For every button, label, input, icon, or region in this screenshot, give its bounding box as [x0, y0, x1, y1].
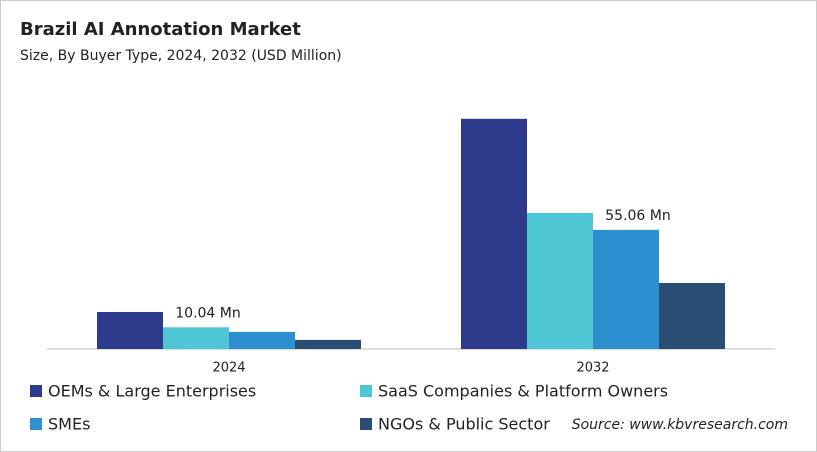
chart-subtitle: Size, By Buyer Type, 2024, 2032 (USD Mil… [20, 48, 342, 64]
legend-label: SMEs [48, 415, 90, 434]
legend-swatch [360, 418, 372, 430]
bar [593, 229, 659, 349]
source: Source: www.kbvresearch.com [572, 417, 788, 433]
bar [527, 212, 593, 349]
legend-label: OEMs & Large Enterprises [48, 382, 256, 401]
bar [97, 312, 163, 349]
data-label: 10.04 Mn [175, 305, 240, 321]
x-tick-label: 2024 [212, 361, 245, 376]
x-tick-label: 2032 [576, 361, 609, 376]
legend-label: SaaS Companies & Platform Owners [378, 382, 668, 401]
chart-title: Brazil AI Annotation Market [20, 19, 301, 40]
data-label: 55.06 Mn [605, 208, 670, 224]
bar [461, 118, 527, 349]
legend-swatch [30, 418, 42, 430]
bar [295, 339, 361, 349]
legend-label: NGOs & Public Sector [378, 415, 550, 434]
bar [659, 283, 725, 349]
bar [229, 331, 295, 349]
bar [163, 327, 229, 349]
legend-swatch [360, 385, 372, 397]
legend-swatch [30, 385, 42, 397]
